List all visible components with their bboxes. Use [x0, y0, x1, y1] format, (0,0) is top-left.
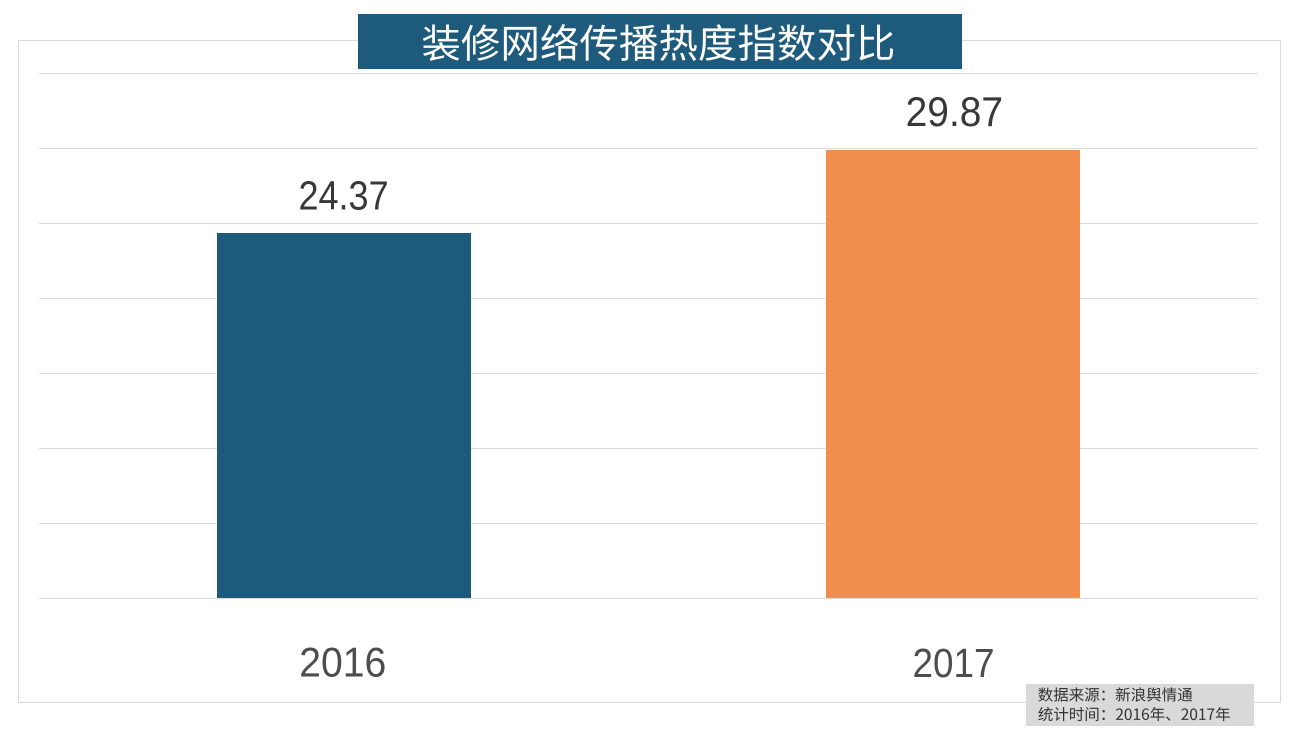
svg-text:2016: 2016: [299, 638, 386, 685]
svg-text:29.87: 29.87: [906, 88, 1003, 136]
svg-text:2017: 2017: [913, 641, 995, 686]
svg-text:24.37: 24.37: [298, 174, 388, 220]
